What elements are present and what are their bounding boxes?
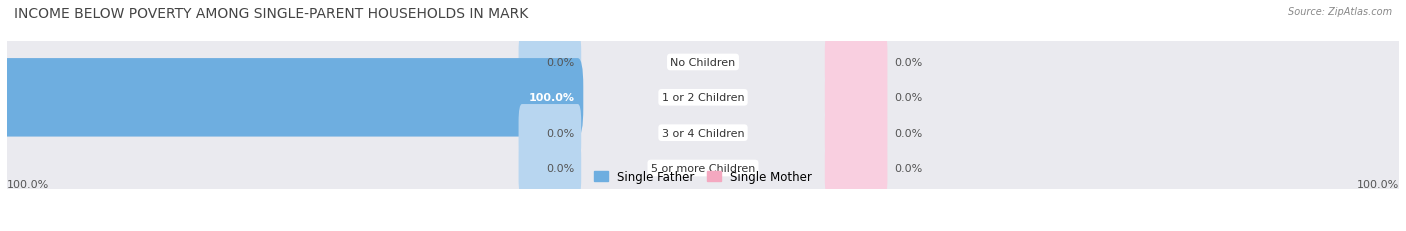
Text: 100.0%: 100.0% xyxy=(7,179,49,189)
Text: 0.0%: 0.0% xyxy=(894,93,922,103)
FancyBboxPatch shape xyxy=(1,59,1405,137)
Text: 0.0%: 0.0% xyxy=(894,163,922,173)
Text: 3 or 4 Children: 3 or 4 Children xyxy=(662,128,744,138)
Text: 100.0%: 100.0% xyxy=(1357,179,1399,189)
FancyBboxPatch shape xyxy=(1,24,1405,102)
FancyBboxPatch shape xyxy=(519,105,581,162)
Text: No Children: No Children xyxy=(671,58,735,68)
FancyBboxPatch shape xyxy=(825,69,887,126)
Text: 0.0%: 0.0% xyxy=(546,128,574,138)
FancyBboxPatch shape xyxy=(1,59,583,137)
FancyBboxPatch shape xyxy=(825,105,887,162)
FancyBboxPatch shape xyxy=(519,34,581,91)
Text: 5 or more Children: 5 or more Children xyxy=(651,163,755,173)
Text: 0.0%: 0.0% xyxy=(546,163,574,173)
Text: INCOME BELOW POVERTY AMONG SINGLE-PARENT HOUSEHOLDS IN MARK: INCOME BELOW POVERTY AMONG SINGLE-PARENT… xyxy=(14,7,529,21)
Legend: Single Father, Single Mother: Single Father, Single Mother xyxy=(591,167,815,186)
FancyBboxPatch shape xyxy=(825,34,887,91)
FancyBboxPatch shape xyxy=(1,129,1405,207)
Text: 0.0%: 0.0% xyxy=(894,128,922,138)
FancyBboxPatch shape xyxy=(519,140,581,197)
Text: Source: ZipAtlas.com: Source: ZipAtlas.com xyxy=(1288,7,1392,17)
FancyBboxPatch shape xyxy=(825,140,887,197)
Text: 0.0%: 0.0% xyxy=(894,58,922,68)
Text: 0.0%: 0.0% xyxy=(546,58,574,68)
Text: 100.0%: 100.0% xyxy=(529,93,574,103)
Text: 1 or 2 Children: 1 or 2 Children xyxy=(662,93,744,103)
FancyBboxPatch shape xyxy=(1,94,1405,172)
